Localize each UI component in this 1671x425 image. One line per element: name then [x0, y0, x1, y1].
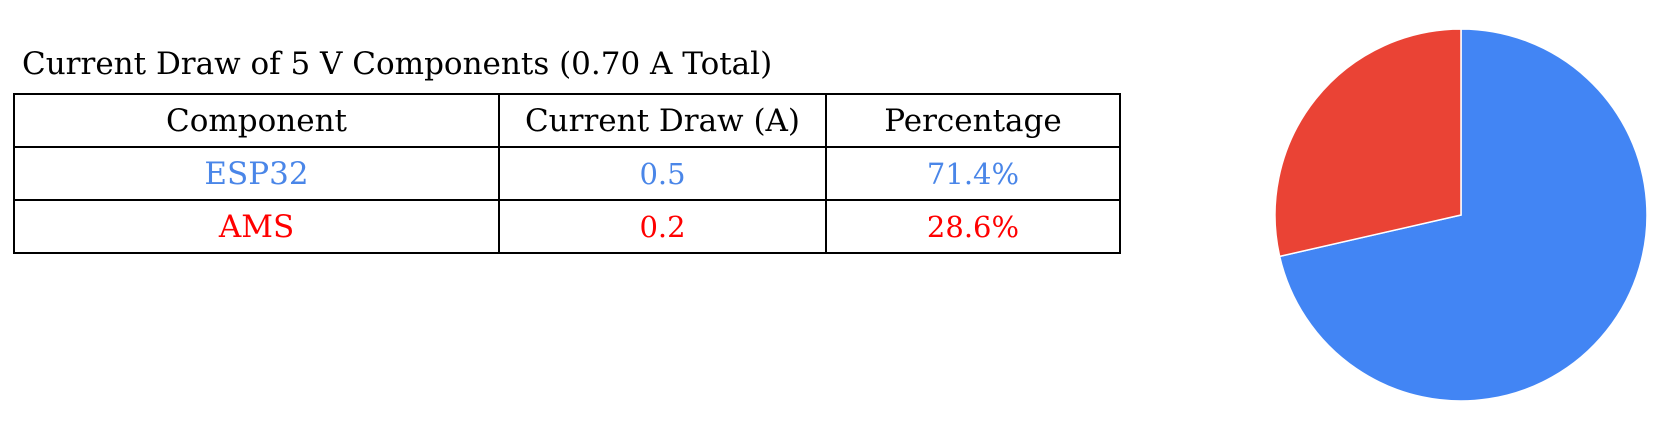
table-row: AMS 0.2 28.6%: [13, 199, 1121, 254]
pie-chart-svg: [1274, 28, 1648, 402]
row-esp32-percentage: 71.4%: [825, 146, 1121, 201]
chart-title: Current Draw of 5 V Components (0.70 A T…: [22, 46, 773, 82]
current-draw-table: Component Current Draw (A) Percentage ES…: [13, 93, 1121, 254]
pie-slice-ams: [1274, 28, 1462, 258]
table-header-row: Component Current Draw (A) Percentage: [13, 93, 1121, 148]
header-percentage: Percentage: [825, 93, 1121, 148]
row-esp32-current: 0.5: [498, 146, 827, 201]
header-component: Component: [13, 93, 500, 148]
row-ams-percentage: 28.6%: [825, 199, 1121, 254]
row-ams-current: 0.2: [498, 199, 827, 254]
pie-chart: [1262, 16, 1660, 414]
row-esp32-component: ESP32: [13, 146, 500, 201]
header-current-draw: Current Draw (A): [498, 93, 827, 148]
pie-slice-esp32: [1278, 28, 1648, 402]
table-row: ESP32 0.5 71.4%: [13, 146, 1121, 201]
row-ams-component: AMS: [13, 199, 500, 254]
